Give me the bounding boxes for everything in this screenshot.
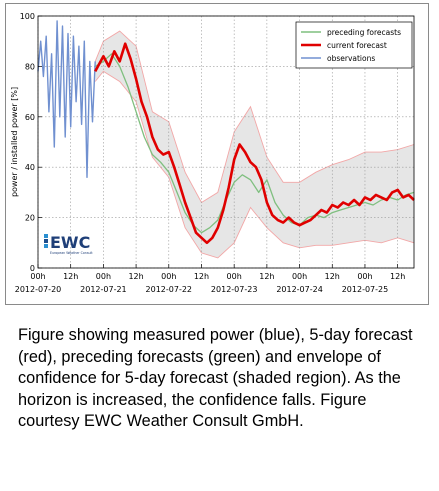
x-date-label: 2012-07-20 [15, 285, 62, 294]
x-tick-label: 12h [259, 272, 274, 281]
x-tick-label: 12h [390, 272, 405, 281]
x-tick-label: 00h [357, 272, 372, 281]
x-tick-label: 00h [227, 272, 242, 281]
x-tick-label: 12h [194, 272, 209, 281]
x-date-label: 2012-07-22 [146, 285, 193, 294]
confidence-lower-edge [94, 70, 415, 259]
y-tick-label: 100 [20, 12, 35, 21]
confidence-band [95, 31, 414, 258]
logo-square-icon [44, 239, 48, 243]
series-line-current-forecast [94, 42, 415, 245]
x-tick-label: 12h [325, 272, 340, 281]
x-tick-label: 12h [63, 272, 78, 281]
legend-label: observations [327, 54, 375, 63]
x-date-label: 2012-07-24 [276, 285, 323, 294]
logo-subtext: European Weather Consult [50, 251, 93, 255]
legend-label: preceding forecasts [327, 28, 401, 37]
figure-frame: 0 20 40 60 80 100 power / installed power [%] 0… [5, 3, 429, 305]
power-forecast-chart: 0 20 40 60 80 100 power / installed power [%] 0… [10, 12, 415, 294]
axes-frame [37, 15, 415, 269]
x-tick-label: 00h [96, 272, 111, 281]
figure-caption: Figure showing measured power (blue), 5-… [18, 326, 413, 430]
logo-text: EWC [50, 233, 90, 252]
y-tick-label: 40 [25, 163, 35, 172]
legend-label: current forecast [327, 41, 387, 50]
y-tick-label: 20 [25, 214, 35, 223]
x-tick-label: 00h [161, 272, 176, 281]
logo-square-icon [44, 244, 48, 248]
x-date-label: 2012-07-21 [80, 285, 127, 294]
series-line-observations [37, 20, 96, 178]
y-tick-label: 80 [25, 62, 35, 71]
confidence-upper-edge [94, 30, 415, 204]
x-tick-label: 00h [30, 272, 45, 281]
y-tick-label: 60 [25, 113, 35, 122]
y-axis-label: power / installed power [%] [10, 87, 19, 197]
x-tick-label: 00h [292, 272, 307, 281]
logo-square-icon [44, 234, 48, 238]
x-date-label: 2012-07-25 [342, 285, 389, 294]
y-tick-label: 0 [30, 264, 35, 273]
x-date-label: 2012-07-23 [211, 285, 258, 294]
x-tick-label: 12h [128, 272, 143, 281]
